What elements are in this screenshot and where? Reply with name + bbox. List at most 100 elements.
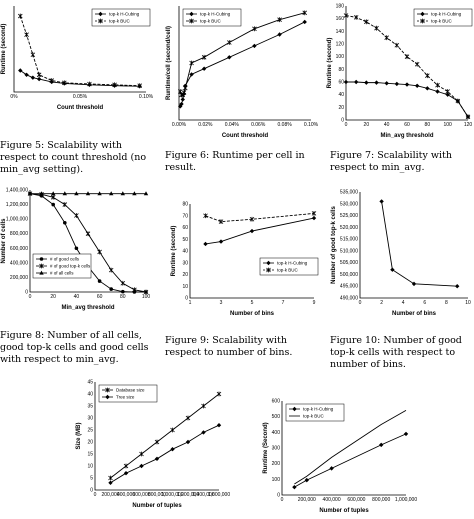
- data-point: [292, 484, 297, 490]
- data-point: [216, 391, 222, 397]
- y-tick-label: 495,000: [340, 284, 358, 290]
- series-line: [179, 21, 305, 107]
- series-line: [345, 15, 469, 118]
- y-tick-label: 15: [87, 452, 93, 458]
- data-point: [62, 191, 67, 196]
- data-point: [36, 76, 42, 82]
- data-point: [311, 211, 317, 216]
- legend-entry: top-k BUC: [277, 268, 299, 273]
- y-tick-label: 490,000: [340, 296, 358, 302]
- series-line: [294, 410, 407, 485]
- data-point: [277, 32, 282, 37]
- data-point: [374, 80, 379, 85]
- data-point: [123, 463, 129, 469]
- data-point: [24, 32, 29, 38]
- data-point: [455, 98, 461, 104]
- legend-marker: [105, 387, 110, 393]
- data-point: [18, 13, 23, 19]
- y-tick-label: 80: [182, 202, 188, 208]
- data-point: [108, 480, 113, 485]
- y-tick-label: 10: [87, 464, 93, 470]
- series-top-k-h-cubing: [343, 79, 471, 120]
- x-tick-label: 200,000: [298, 497, 316, 503]
- data-point: [85, 191, 91, 196]
- y-tick-label: 20: [182, 272, 188, 278]
- data-point: [139, 451, 144, 457]
- x-tick-label: 1,000,000: [161, 492, 183, 498]
- y-tick-label: 80: [338, 67, 344, 73]
- legend-entry: Tree size: [116, 395, 135, 400]
- series-top-k-buc: [294, 410, 407, 485]
- data-point: [249, 228, 255, 234]
- y-tick-label: 100: [336, 54, 345, 60]
- y-tick-label: 40: [87, 392, 93, 398]
- figure-9-chart: 1 3 5 7 9 0 10 20 30 40 50 60 70 80 Number of bins Runt…: [170, 198, 320, 318]
- legend-entry: top-k H-Cubing: [277, 261, 308, 266]
- x-tick-label: 200,000: [101, 492, 119, 498]
- axis-lines: [359, 192, 468, 299]
- data-point: [74, 246, 79, 251]
- data-point: [364, 80, 369, 85]
- data-point: [154, 439, 160, 445]
- y-tick-label: 1,400,000: [6, 188, 28, 194]
- data-point: [425, 86, 430, 91]
- data-point: [216, 423, 222, 428]
- x-tick-label: 0.02%: [198, 122, 213, 128]
- data-point: [143, 289, 149, 295]
- data-point: [183, 85, 188, 91]
- x-tick-label: 1,200,000: [177, 492, 199, 498]
- y-tick-label: 500,000: [340, 272, 358, 278]
- axis-lines: [29, 190, 146, 293]
- data-point: [49, 78, 54, 83]
- data-point: [445, 92, 450, 97]
- data-point: [252, 26, 257, 32]
- legend-marker: [98, 11, 103, 17]
- x-tick-label: 600,000: [132, 492, 150, 498]
- x-tick-label: 2: [380, 300, 383, 306]
- legend-marker: [105, 394, 110, 400]
- y-tick-label: 500: [272, 414, 281, 420]
- figure-8-caption: Figure 8: Number of all cells, good top-…: [0, 330, 149, 365]
- y-tick-label: 400,000: [10, 260, 28, 266]
- y-tick-label: 0: [341, 118, 344, 124]
- data-point: [249, 216, 255, 222]
- x-tick-label: 0.04%: [225, 122, 240, 128]
- x-tick-label: 0.08%: [278, 122, 293, 128]
- x-tick-label: 7: [282, 300, 285, 306]
- data-point: [189, 72, 194, 77]
- legend-entry: # of good cells: [50, 257, 80, 262]
- data-point: [18, 68, 23, 73]
- data-point: [394, 81, 400, 87]
- legend-entry: top-k BUC: [431, 19, 453, 24]
- data-point: [108, 475, 113, 481]
- data-point: [108, 267, 114, 273]
- legend-marker: [292, 406, 297, 412]
- data-point: [414, 83, 420, 88]
- x-tick-label: 5: [251, 300, 254, 306]
- figure-5-chart: 0% 0.05% 0.10% Count threshold Runtime (seco…: [0, 0, 154, 112]
- y-tick-label: 120: [336, 42, 345, 48]
- data-point: [97, 279, 102, 283]
- data-point: [374, 25, 379, 31]
- x-tick-label: 0.06%: [251, 122, 266, 128]
- legend-entry: top-k H-Cubing: [200, 12, 231, 17]
- legend-marker: [189, 18, 194, 24]
- data-point: [62, 202, 68, 207]
- figure-5-caption: Figure 5: Scalability with respect to co…: [0, 140, 147, 175]
- y-tick-label: 70: [182, 213, 188, 219]
- data-point: [201, 430, 206, 435]
- legend: top-k H-Cubing top-k BUC: [413, 8, 473, 27]
- y-tick-label: 100: [272, 477, 281, 483]
- data-point: [185, 415, 191, 421]
- data-point: [277, 17, 282, 23]
- x-axis-label: Count threshold: [222, 133, 269, 139]
- series-top-k-h-cubing: [178, 19, 307, 109]
- legend: top-k H-Cubing top-k BUC: [285, 403, 345, 422]
- series-database-size: [108, 391, 222, 481]
- series--of-good-cells: [28, 191, 148, 294]
- series-tree-size: [108, 423, 222, 485]
- x-tick-label: 6: [423, 300, 426, 306]
- data-point: [414, 61, 420, 67]
- data-point: [74, 191, 79, 196]
- series-line: [294, 433, 407, 488]
